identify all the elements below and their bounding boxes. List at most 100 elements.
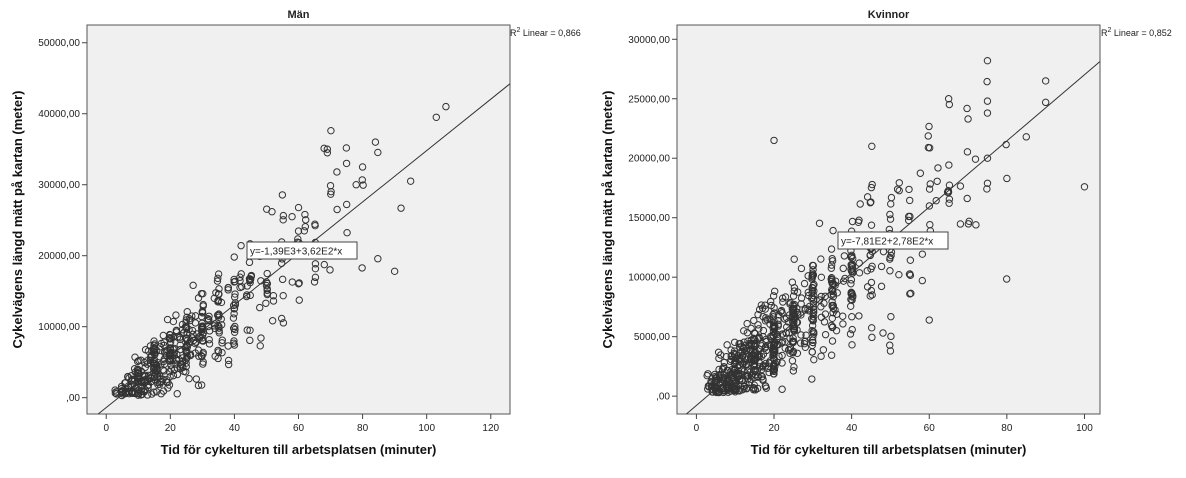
data-point: [809, 327, 818, 336]
data-point: [983, 97, 992, 105]
data-point: [808, 326, 816, 335]
data-point: [925, 122, 933, 131]
data-point: [809, 271, 818, 279]
data-point: [770, 304, 778, 312]
data-point: [867, 183, 876, 192]
data-point: [790, 255, 798, 263]
data-point: [301, 210, 309, 219]
data-point: [944, 187, 953, 195]
data-point: [887, 312, 895, 321]
data-point: [214, 270, 223, 278]
data-point: [757, 342, 766, 350]
y-axis-label: Cykelvägens längd mätt på kartan (meter): [10, 91, 25, 349]
data-point: [278, 191, 287, 199]
data-point: [246, 336, 254, 345]
y-tick-label: ,00: [656, 392, 670, 403]
data-point: [944, 95, 953, 103]
data-point: [374, 254, 382, 263]
data-point: [215, 327, 223, 335]
data-point: [237, 241, 245, 250]
data-point: [945, 181, 954, 189]
x-tick-label: 60: [924, 423, 936, 434]
data-point: [333, 168, 341, 176]
data-point: [770, 367, 778, 376]
data-point: [839, 264, 847, 273]
data-point: [808, 348, 816, 356]
data-point: [133, 365, 142, 373]
data-point: [263, 269, 271, 278]
data-point: [817, 255, 825, 263]
data-point: [827, 264, 836, 272]
y-tick-label: 5000,00: [634, 332, 671, 343]
x-tick-label: 60: [293, 423, 305, 434]
data-point: [185, 374, 193, 383]
y-tick-label: 25000,00: [628, 94, 670, 105]
data-point: [214, 346, 222, 355]
data-point: [263, 284, 271, 293]
data-point: [1003, 174, 1011, 183]
data-point: [231, 290, 239, 298]
data-point: [189, 281, 197, 290]
data-point: [905, 212, 913, 221]
data-point: [863, 267, 871, 275]
data-point: [793, 326, 801, 334]
data-point: [268, 317, 277, 325]
data-point: [828, 337, 837, 345]
data-point: [855, 269, 864, 277]
data-point: [797, 331, 805, 339]
data-point: [262, 281, 271, 290]
data-point: [848, 312, 856, 321]
data-point: [311, 264, 320, 273]
data-point: [778, 385, 786, 393]
data-point: [847, 288, 855, 297]
data-point: [231, 322, 239, 331]
x-tick-label: 20: [768, 423, 780, 434]
data-point: [256, 303, 264, 312]
data-point: [224, 360, 233, 369]
data-point: [199, 289, 207, 298]
data-point: [165, 381, 174, 389]
data-point: [761, 382, 770, 390]
data-point: [867, 265, 875, 273]
data-point: [133, 357, 142, 366]
data-point: [983, 185, 991, 193]
x-axis-label: Tid för cykelturen till arbetsplatsen (m…: [751, 442, 1027, 457]
data-point: [150, 337, 158, 345]
data-point: [789, 367, 798, 375]
data-point: [769, 345, 778, 354]
data-point: [906, 271, 915, 280]
data-point: [790, 325, 798, 333]
data-point: [218, 339, 226, 347]
data-point: [750, 329, 759, 337]
data-point: [1080, 183, 1089, 191]
data-point: [790, 363, 798, 371]
data-point: [185, 325, 193, 334]
data-point: [246, 326, 254, 334]
y-tick-label: 30000,00: [628, 35, 670, 46]
data-point: [175, 355, 183, 364]
data-point: [172, 311, 180, 319]
chart-title: Kvinnor: [868, 9, 910, 21]
data-point: [778, 359, 786, 367]
data-point: [217, 298, 226, 307]
data-point: [750, 316, 758, 325]
data-point: [808, 289, 816, 297]
x-tick-label: 40: [846, 423, 858, 434]
data-point: [390, 267, 399, 276]
data-point: [182, 368, 190, 376]
data-point: [782, 329, 790, 337]
x-tick-label: 0: [694, 423, 700, 434]
data-point: [839, 320, 847, 328]
data-point: [793, 288, 802, 296]
data-point: [198, 334, 206, 342]
x-tick-label: 0: [103, 423, 109, 434]
data-point: [886, 210, 894, 219]
data-point: [918, 250, 927, 258]
data-point: [886, 341, 894, 349]
data-point: [828, 254, 836, 263]
data-point: [734, 372, 743, 380]
data-point: [278, 275, 287, 284]
data-point: [932, 196, 940, 205]
data-point: [916, 169, 925, 177]
